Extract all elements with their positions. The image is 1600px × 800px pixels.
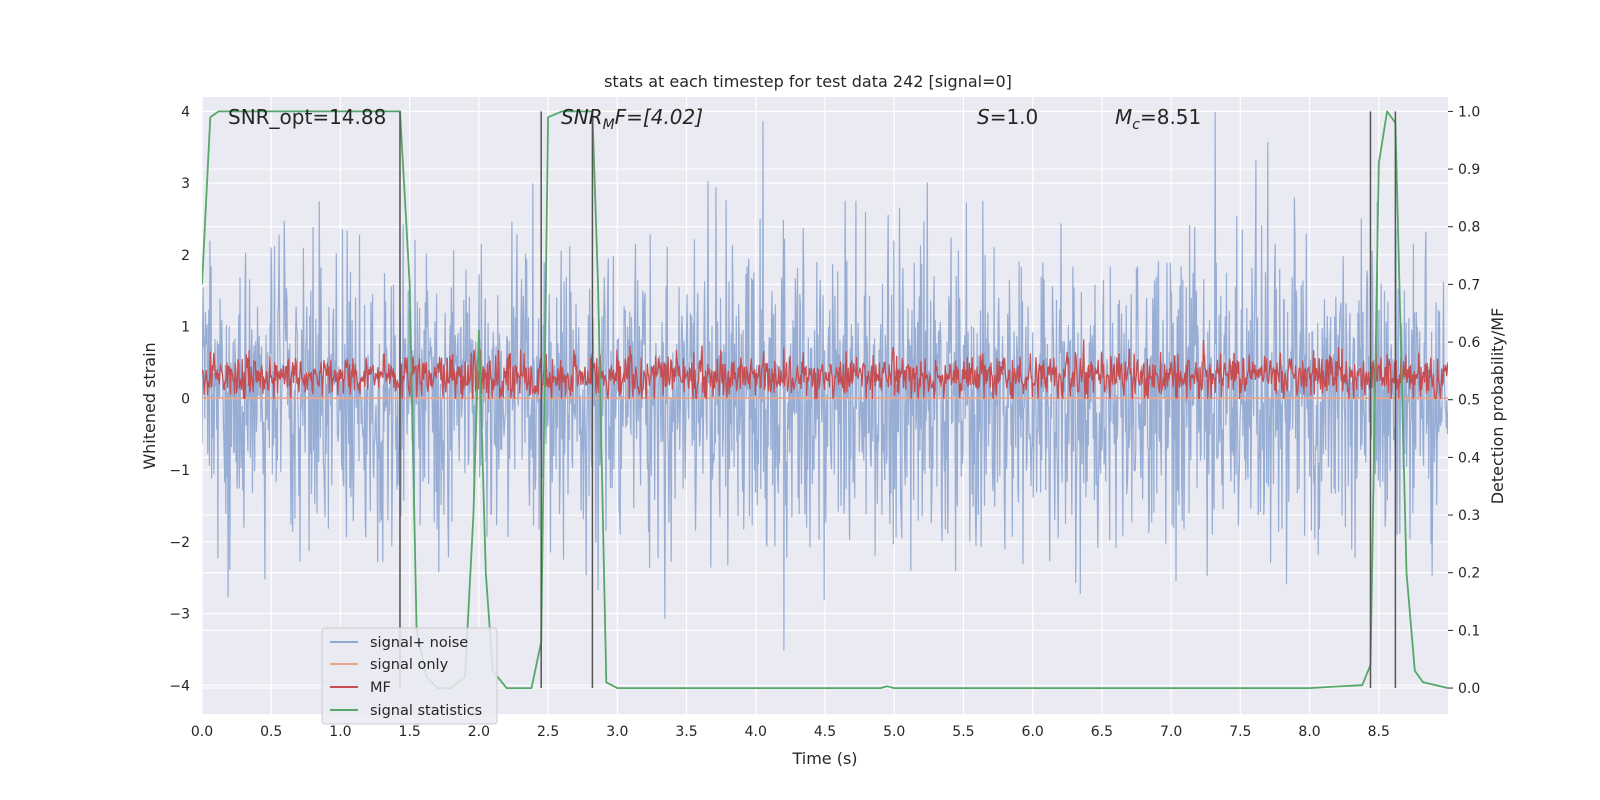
x-tick-label: 2.0	[468, 724, 490, 740]
x-tick-label: 8.0	[1298, 724, 1320, 740]
y-tick-label: −2	[169, 535, 190, 551]
y-tick-label: 4	[181, 104, 190, 120]
legend: signal+ noise signal only MF signal stat…	[321, 627, 498, 725]
x-tick-label: 7.0	[1160, 724, 1182, 740]
y-right-tick-label: 0.0	[1458, 681, 1480, 697]
y-tick-label: 3	[181, 176, 190, 192]
y-tick-label: 2	[181, 248, 190, 264]
x-tick-label: 1.0	[329, 724, 351, 740]
x-tick-label: 8.5	[1368, 724, 1390, 740]
x-tick-label: 4.5	[814, 724, 836, 740]
x-tick-label: 6.0	[1022, 724, 1044, 740]
x-tick-label: 2.5	[537, 724, 559, 740]
x-tick-label: 5.0	[883, 724, 905, 740]
series-line-signal-noise	[202, 111, 1448, 651]
x-tick-label: 1.5	[399, 724, 421, 740]
x-tick-label: 3.5	[675, 724, 697, 740]
x-tick-label: 0.0	[191, 724, 213, 740]
data-series	[202, 110, 1448, 689]
y-right-tick-label: 1.0	[1458, 104, 1480, 120]
y-right-tick-label: 0.5	[1458, 393, 1480, 409]
y-axis-label: Whitened strain	[140, 342, 159, 469]
x-axis-label: Time (s)	[791, 749, 857, 768]
tick-labels: 0.0 0.5 1.0 1.5 2.0 2.5 3.0 3.5 4.0 4.5 5.0 5.5 6.0 6…	[169, 104, 1480, 740]
x-tick-label: 0.5	[260, 724, 282, 740]
y-right-tick-label: 0.4	[1458, 450, 1480, 466]
y-axis-right-label: Detection probability/MF	[1488, 308, 1507, 505]
y-right-tick-label: 0.6	[1458, 335, 1480, 351]
legend-label-signal-only: signal only	[370, 657, 449, 673]
legend-label-signal-statistics: signal statistics	[370, 703, 482, 719]
y-right-tick-label: 0.8	[1458, 220, 1480, 236]
annotation-snr-mf: SNRMF=[4.02]	[561, 105, 703, 133]
x-tick-label: 6.5	[1091, 724, 1113, 740]
annotation-snr-opt: SNR_opt=14.88	[228, 105, 386, 129]
legend-label-signal-noise: signal+ noise	[370, 635, 468, 651]
x-tick-label: 7.5	[1229, 724, 1251, 740]
y-tick-label: −3	[169, 607, 190, 623]
y-right-tick-label: 0.7	[1458, 277, 1480, 293]
annotations: SNR_opt=14.88 SNRMF=[4.02] S=1.0 Mc=8.51	[228, 105, 1201, 133]
annotation-mc: Mc=8.51	[1115, 105, 1201, 133]
chart-title: stats at each timestep for test data 242…	[604, 72, 1012, 91]
y-right-tick-label: 0.1	[1458, 623, 1480, 639]
y-right-tick-label: 0.3	[1458, 508, 1480, 524]
annotation-s: S=1.0	[977, 105, 1038, 129]
x-tick-label: 3.0	[606, 724, 628, 740]
y-tick-label: −1	[169, 463, 190, 479]
y-tick-label: 0	[181, 391, 190, 407]
legend-label-mf: MF	[370, 680, 391, 696]
series-line-mf	[202, 339, 1448, 399]
y-tick-label: 1	[181, 320, 190, 336]
y-right-tick-label: 0.2	[1458, 566, 1480, 582]
y-tick-label: −4	[169, 678, 190, 694]
legend-box	[321, 627, 498, 725]
x-tick-label: 4.0	[745, 724, 767, 740]
x-tick-label: 5.5	[952, 724, 974, 740]
y-right-tick-label: 0.9	[1458, 162, 1480, 178]
